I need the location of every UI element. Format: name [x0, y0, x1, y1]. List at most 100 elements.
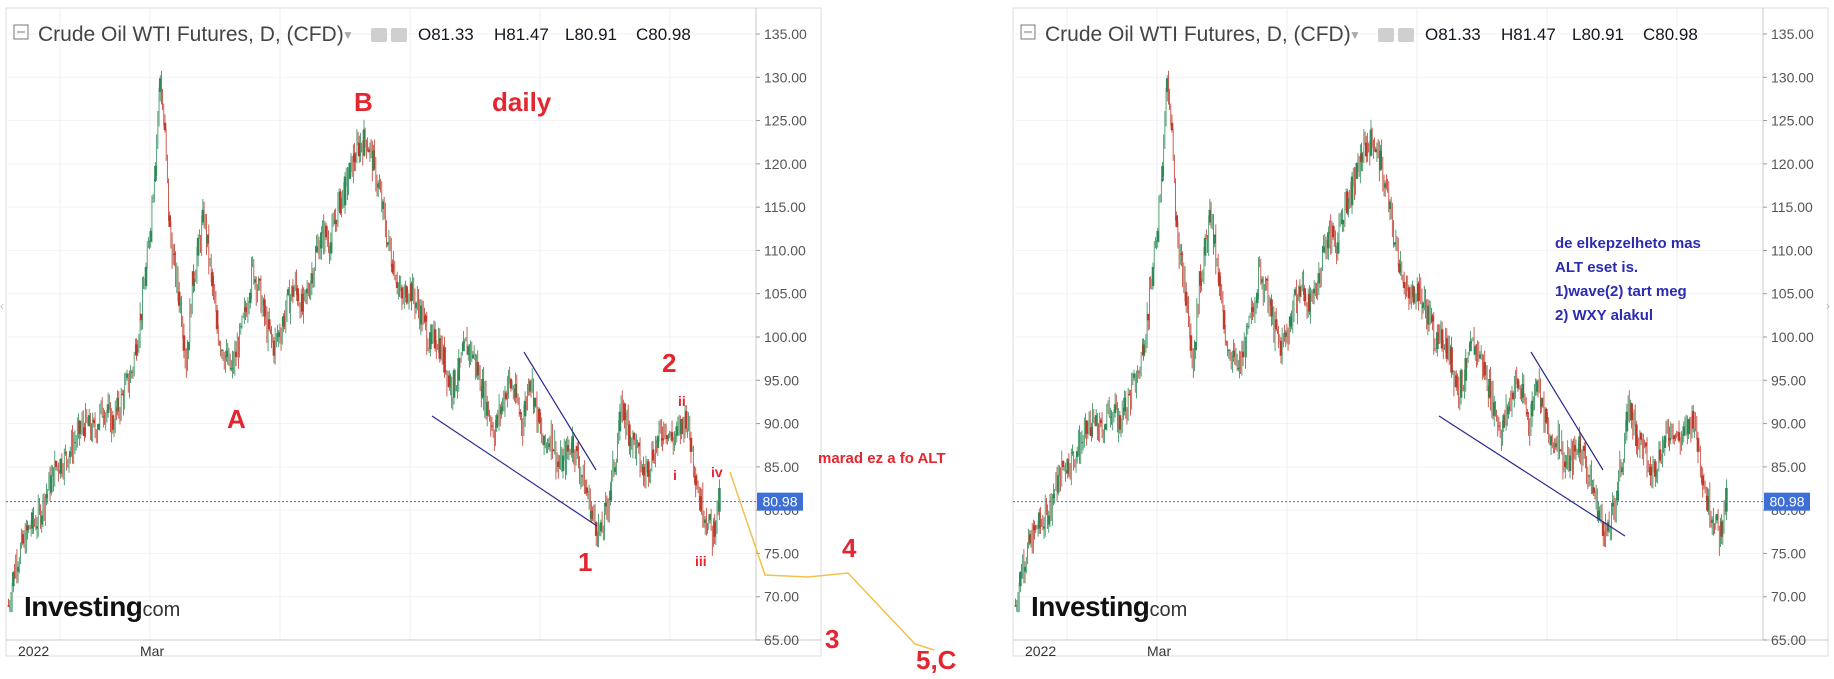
candle-body	[1587, 475, 1591, 477]
candle-body	[566, 445, 570, 452]
trendline-upper	[1530, 351, 1604, 471]
y-tick-label: 70.00	[1771, 589, 1806, 605]
candle-body	[1521, 383, 1524, 398]
candle-body	[277, 332, 281, 337]
candle-body	[1293, 289, 1297, 295]
candle-body	[386, 242, 389, 245]
eye-icon[interactable]	[1378, 28, 1394, 42]
candle-body	[1379, 150, 1382, 171]
chevron-down-icon[interactable]: ▼	[342, 28, 354, 42]
collapse-icon[interactable]	[13, 24, 29, 40]
candle-body	[556, 461, 560, 467]
candle-body	[1028, 534, 1032, 544]
chevron-down-icon[interactable]: ▼	[1349, 28, 1361, 42]
candle-body	[367, 149, 371, 153]
y-tick-label: 90.00	[764, 416, 799, 432]
candle-body	[339, 191, 342, 214]
candle-body	[609, 490, 612, 501]
candle-body	[1530, 400, 1534, 417]
candle-body	[1071, 452, 1074, 454]
wave-label-b: B	[354, 87, 373, 117]
wave-label-iii: iii	[695, 553, 707, 569]
x-label-mar: Mar	[1147, 643, 1171, 659]
candle-body	[97, 423, 100, 430]
candle-body	[1687, 419, 1690, 435]
candlesticks	[1014, 70, 1728, 613]
candle-body	[1327, 232, 1330, 249]
candle-body	[1080, 442, 1084, 444]
candle-body	[1128, 394, 1131, 396]
candle-body	[329, 242, 333, 254]
candle-body	[1620, 467, 1624, 473]
eye-icon[interactable]	[371, 28, 387, 42]
candle-body	[1274, 319, 1278, 330]
candle-body	[689, 437, 693, 452]
candle-body	[1213, 234, 1216, 244]
candle-body	[182, 335, 186, 351]
candle-body	[1066, 459, 1070, 474]
candle-body	[1146, 313, 1150, 321]
candle-body	[163, 122, 167, 131]
candle-body	[1431, 315, 1434, 322]
candle-body	[481, 378, 484, 398]
candle-body	[391, 263, 394, 273]
candle-body	[102, 416, 105, 418]
candle-body	[21, 534, 25, 544]
candle-body	[215, 310, 219, 330]
wave-label-a: A	[227, 404, 246, 434]
candle-body	[258, 279, 262, 281]
candle-body	[1630, 403, 1633, 421]
candle-body	[73, 442, 77, 444]
candle-body	[1218, 272, 1221, 287]
candle-body	[1563, 461, 1567, 467]
candle-body	[1265, 279, 1269, 281]
candle-body	[1511, 392, 1515, 399]
candle-body	[1052, 494, 1055, 499]
candle-body	[656, 436, 660, 448]
candle-body	[1635, 424, 1638, 447]
candle-body	[196, 237, 200, 256]
settings-gear-icon[interactable]	[391, 28, 407, 42]
candle-body	[187, 341, 190, 351]
wave-label-2: 2	[662, 348, 676, 378]
candle-body	[1308, 293, 1311, 312]
y-tick-label: 75.00	[1771, 545, 1806, 561]
candle-body	[519, 412, 522, 415]
candle-body	[239, 326, 243, 328]
candle-body	[92, 419, 96, 424]
candle-body	[267, 319, 271, 330]
candle-body	[670, 432, 674, 441]
candle-body	[30, 512, 34, 529]
candle-body	[661, 438, 664, 441]
candle-body	[542, 435, 546, 446]
candle-body	[372, 150, 375, 171]
candle-body	[1710, 519, 1714, 523]
candle-body	[1592, 487, 1596, 493]
candle-body	[1255, 292, 1259, 304]
candle-body	[405, 286, 408, 303]
candle-body	[1606, 522, 1610, 532]
candle-body	[1156, 230, 1160, 242]
candle-body	[1412, 286, 1415, 303]
svg-text:Investing: Investing	[1031, 591, 1149, 622]
candle-body	[485, 401, 489, 416]
settings-gear-icon[interactable]	[1398, 28, 1414, 42]
x-label-2022: 2022	[1025, 643, 1056, 659]
scroll-left-handle[interactable]: ‹	[0, 299, 4, 313]
candle-body	[1639, 433, 1643, 440]
chart-header: Crude Oil WTI Futures, D, (CFD) ▼ O81.33…	[1020, 23, 1698, 46]
wave-label-4: 4	[842, 533, 857, 563]
candle-body	[135, 344, 138, 356]
candle-body	[324, 225, 328, 238]
candle-body	[523, 400, 527, 417]
candle-body	[1672, 435, 1676, 439]
candle-body	[1417, 283, 1420, 302]
wave-label-i: i	[673, 467, 677, 483]
collapse-icon[interactable]	[1020, 24, 1036, 40]
candle-body	[585, 487, 589, 493]
y-tick-label: 95.00	[764, 372, 799, 388]
candle-body	[1383, 183, 1387, 188]
scroll-right-handle[interactable]: ›	[1826, 299, 1830, 313]
ohlc-open: O81.33	[1425, 25, 1481, 44]
candle-body	[1715, 513, 1719, 521]
